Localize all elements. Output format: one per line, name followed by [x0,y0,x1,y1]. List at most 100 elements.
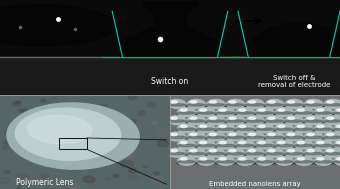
Ellipse shape [275,140,293,149]
Ellipse shape [275,129,294,132]
Ellipse shape [187,152,205,155]
Ellipse shape [207,152,225,155]
Ellipse shape [187,99,205,108]
Ellipse shape [327,149,334,152]
Circle shape [137,178,141,180]
Ellipse shape [168,121,186,124]
Ellipse shape [334,160,340,163]
Ellipse shape [258,109,265,111]
Circle shape [142,143,150,147]
Ellipse shape [122,33,218,54]
Ellipse shape [288,149,294,152]
Ellipse shape [285,99,303,108]
Ellipse shape [246,137,264,140]
Circle shape [21,121,32,128]
Ellipse shape [168,154,186,157]
Ellipse shape [334,146,340,149]
Ellipse shape [217,140,235,149]
Ellipse shape [187,132,205,141]
Ellipse shape [168,120,186,122]
Ellipse shape [314,108,333,117]
Ellipse shape [177,156,196,165]
Ellipse shape [236,113,255,116]
Ellipse shape [177,113,196,116]
Circle shape [76,139,89,146]
Ellipse shape [307,149,314,152]
Circle shape [97,126,101,129]
Ellipse shape [207,136,225,139]
Bar [59,138,87,149]
Circle shape [113,174,119,177]
Circle shape [129,123,139,129]
Ellipse shape [305,104,323,106]
Ellipse shape [246,99,264,108]
Ellipse shape [197,108,215,117]
Ellipse shape [255,162,274,165]
Circle shape [125,119,133,123]
Ellipse shape [278,109,285,111]
Circle shape [77,162,84,166]
Ellipse shape [177,128,196,130]
Circle shape [75,134,81,137]
Circle shape [51,97,57,101]
Ellipse shape [197,140,215,149]
Ellipse shape [246,136,264,139]
Circle shape [78,114,81,116]
Ellipse shape [334,140,340,149]
Ellipse shape [249,101,255,103]
Ellipse shape [324,136,340,139]
Ellipse shape [268,133,275,136]
Ellipse shape [168,99,186,108]
Circle shape [68,92,80,99]
Ellipse shape [168,148,186,157]
Ellipse shape [256,140,274,149]
Ellipse shape [278,125,285,128]
Ellipse shape [236,108,254,117]
Circle shape [11,94,22,100]
Ellipse shape [285,104,303,106]
Ellipse shape [266,132,284,141]
Ellipse shape [236,140,254,149]
Ellipse shape [285,136,303,139]
Ellipse shape [190,133,197,136]
Ellipse shape [180,158,187,160]
Ellipse shape [217,156,235,165]
Ellipse shape [265,105,284,108]
Ellipse shape [266,120,284,122]
Ellipse shape [177,124,196,133]
Ellipse shape [266,116,284,125]
Ellipse shape [305,120,323,122]
Circle shape [128,125,135,129]
Ellipse shape [236,129,255,132]
Ellipse shape [327,117,334,119]
Ellipse shape [239,141,246,144]
Ellipse shape [239,109,246,111]
Ellipse shape [307,133,314,136]
Ellipse shape [249,149,255,152]
Ellipse shape [334,112,340,114]
Ellipse shape [236,146,255,149]
Ellipse shape [217,108,235,117]
Ellipse shape [285,137,303,140]
Ellipse shape [317,125,324,128]
Ellipse shape [168,104,186,106]
Ellipse shape [170,149,177,152]
Ellipse shape [337,158,340,160]
Ellipse shape [256,160,274,163]
Ellipse shape [168,137,186,140]
Ellipse shape [278,141,285,144]
Ellipse shape [197,156,215,165]
Circle shape [4,140,11,144]
Ellipse shape [275,146,294,149]
Ellipse shape [295,160,313,163]
Ellipse shape [226,152,244,155]
Ellipse shape [314,160,333,163]
Circle shape [19,143,25,146]
Ellipse shape [197,162,216,165]
Circle shape [99,105,105,108]
Ellipse shape [177,108,196,117]
Text: Polymeric Lens: Polymeric Lens [16,178,73,187]
Ellipse shape [314,128,333,130]
Circle shape [88,180,100,186]
Circle shape [29,110,39,116]
